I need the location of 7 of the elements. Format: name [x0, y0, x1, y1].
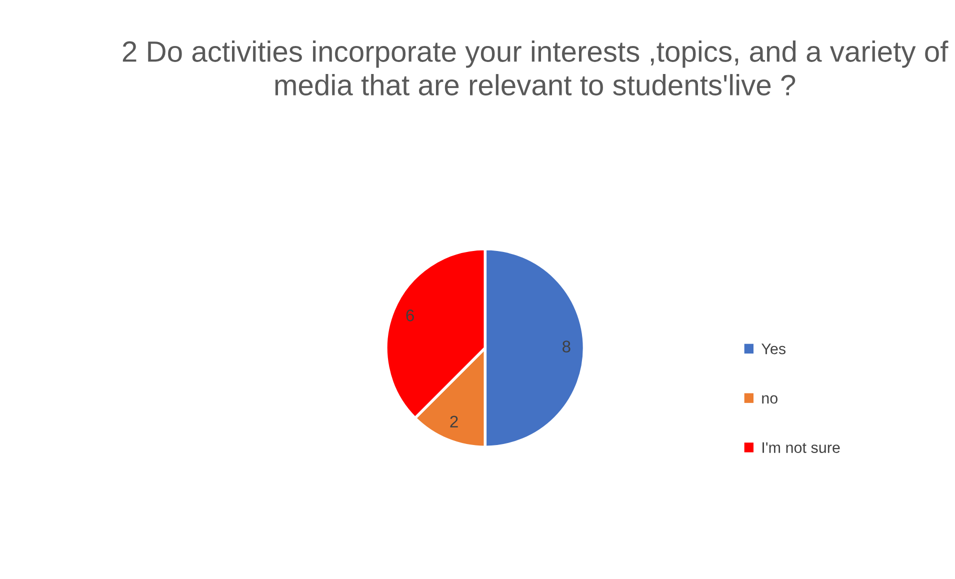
- legend-label: Yes: [761, 344, 786, 354]
- legend-label: no: [762, 395, 778, 404]
- data-label: 6: [406, 310, 414, 322]
- data-label: 8: [562, 340, 570, 352]
- chart-title: 2 Do activities incorporate your interests ,topics, and a variety of media that are relevant to students'live ?: [122, 40, 948, 96]
- legend-label: I'm not sure: [762, 442, 840, 453]
- data-label: 2: [450, 416, 458, 428]
